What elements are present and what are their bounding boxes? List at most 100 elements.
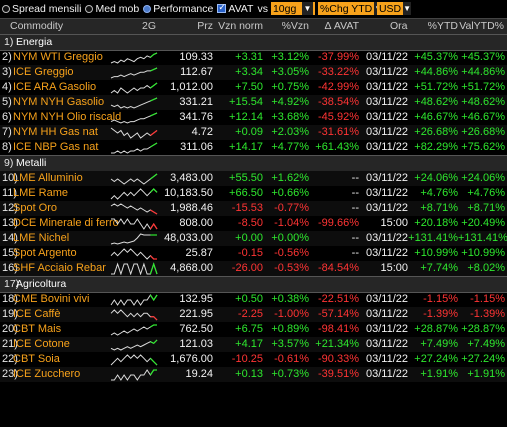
time: 15:00 <box>380 262 408 274</box>
sparkline-tail <box>150 97 158 102</box>
commodity-name[interactable]: ICE Cotone <box>13 338 70 350</box>
radio-icon[interactable] <box>2 4 10 13</box>
commodity-name[interactable]: SHF Acciaio Rebar <box>13 262 106 274</box>
sparkline-2g <box>110 82 158 94</box>
commodity-name[interactable]: NYM NYH Olio riscald <box>13 111 122 123</box>
table-row[interactable]: 13) DCE Minerale di ferro 808.00 -8.50 -1.04… <box>0 216 507 231</box>
value-ytd-percent: +45.37% <box>461 51 505 63</box>
net-change: +14.17 <box>229 141 263 153</box>
commodity-name[interactable]: ICE Zucchero <box>13 368 81 380</box>
value-ytd-percent: +48.62% <box>461 96 505 108</box>
sparkline-path <box>111 218 158 230</box>
commodity-name[interactable]: DCE Minerale di ferro <box>13 217 119 229</box>
table-row[interactable]: 11) LME Rame 10,183.50 +66.50 +0.66% -- 03/11/… <box>0 186 507 201</box>
table-row[interactable]: 12) Spot Oro 1,988.46 -15.53 -0.77% -- 03/11/2… <box>0 201 507 216</box>
commodity-name[interactable]: ICE Greggio <box>13 66 74 78</box>
sparkline-tail <box>149 222 158 230</box>
col-header-commodity[interactable]: Commodity <box>10 20 64 32</box>
radio-option-0[interactable]: Spread mensili <box>2 3 81 15</box>
table-row[interactable]: 7) NYM HH Gas nat 4.72 +0.09 +2.03% -31.61% 03… <box>0 125 507 140</box>
radio-icon[interactable] <box>143 4 152 13</box>
value-ytd-percent: +1.91% <box>467 368 505 380</box>
table-row[interactable]: 16) SHF Acciaio Rebar 4,868.00 -26.00 -0.53%… <box>0 261 507 276</box>
row-number: 4) <box>2 81 12 93</box>
period-dropdown[interactable]: 10gg ▼ <box>270 2 315 15</box>
row-number: 22) <box>2 353 18 365</box>
section-header[interactable]: 17)Agricoltura <box>0 276 507 293</box>
col-header-2g[interactable]: 2G <box>141 20 156 32</box>
table-row[interactable]: 3) ICE Greggio 112.67 +3.34 +3.05% -33.22% 03/… <box>0 65 507 80</box>
net-change: +7.50 <box>235 81 263 93</box>
col-header-pct-vzn[interactable]: %Vzn <box>281 20 309 32</box>
table-row[interactable]: 4) ICE ARA Gasolio 1,012.00 +7.50 +0.75% -42.… <box>0 80 507 95</box>
col-header-vzn-norm[interactable]: Vzn norm <box>218 20 263 32</box>
table-row[interactable]: 19) ICE Caffè 221.95 -2.25 -1.00% -57.14% 03/1… <box>0 307 507 322</box>
time: 03/11/22 <box>365 353 408 365</box>
radio-option-2[interactable]: Performance <box>143 3 213 15</box>
table-row[interactable]: 21) ICE Cotone 121.03 +4.17 +3.57% +21.34% 03/… <box>0 337 507 352</box>
col-header-prz[interactable]: Prz <box>197 20 213 32</box>
table-row[interactable]: 5) NYM NYH Gasolio 331.21 +15.54 +4.92% -38.5… <box>0 95 507 110</box>
commodity-name[interactable]: Spot Oro <box>13 202 58 214</box>
table-row[interactable]: 10) LME Alluminio 3,483.00 +55.50 +1.62% -- 03… <box>0 171 507 186</box>
time: 03/11/22 <box>365 66 408 78</box>
price: 132.95 <box>179 293 213 305</box>
percent-ytd: +7.74% <box>420 262 458 274</box>
commodity-name[interactable]: NYM NYH Gasolio <box>13 96 105 108</box>
sparkline-2g <box>110 309 158 321</box>
percent-change: +0.75% <box>271 81 309 93</box>
table-row[interactable]: 23) ICE Zucchero 19.24 +0.13 +0.73% -39.51% 03… <box>0 367 507 382</box>
commodity-name[interactable]: ICE ARA Gasolio <box>13 81 97 93</box>
section-header[interactable]: 9) Metalli <box>0 155 507 172</box>
row-number: 5) <box>2 96 12 108</box>
col-header-val-ytd[interactable]: ValYTD% <box>459 20 504 32</box>
table-row[interactable]: 2) NYM WTI Greggio 109.33 +3.31 +3.12% -37.99… <box>0 50 507 65</box>
commodity-name[interactable]: LME Rame <box>13 187 69 199</box>
percent-ytd: +26.68% <box>414 126 458 138</box>
commodity-name[interactable]: Spot Argento <box>13 247 77 259</box>
commodity-name[interactable]: NYM WTI Greggio <box>13 51 103 63</box>
value-ytd-percent: +24.06% <box>461 172 505 184</box>
checkbox-option-3[interactable]: AVAT <box>217 2 253 15</box>
percent-ytd: +8.71% <box>420 202 458 214</box>
chevron-down-icon[interactable]: ▼ <box>403 2 412 15</box>
delta-avat: -37.99% <box>318 51 359 63</box>
radio-icon[interactable] <box>85 4 94 13</box>
percent-change: +0.66% <box>271 187 309 199</box>
col-header-ora[interactable]: Ora <box>390 20 408 32</box>
checkbox-icon[interactable] <box>217 2 227 13</box>
chevron-down-icon[interactable]: ▼ <box>301 2 313 15</box>
currency-dropdown[interactable]: USD ▼ <box>376 2 412 15</box>
radio-option-1[interactable]: Med mob <box>85 3 139 15</box>
section-name: Agricoltura <box>16 278 67 290</box>
delta-avat: -90.33% <box>318 353 359 365</box>
table-row[interactable]: 20) CBT Mais 762.50 +6.75 +0.89% -98.41% 03/11… <box>0 322 507 337</box>
section-header[interactable]: 1) Energia <box>0 34 507 51</box>
commodity-name[interactable]: CME Bovini vivi <box>13 293 90 305</box>
sparkline-tail <box>149 369 157 376</box>
change-type-dropdown[interactable]: %Chg YTD ▼ <box>317 2 383 15</box>
table-row[interactable]: 18) CME Bovini vivi 132.95 +0.50 +0.38% -22.5… <box>0 292 507 307</box>
commodity-name[interactable]: ICE Caffè <box>13 308 61 320</box>
time: 03/11/22 <box>365 141 408 153</box>
commodity-name[interactable]: ICE NBP Gas nat <box>13 141 99 153</box>
col-header-delta-avat[interactable]: Δ AVAT <box>324 20 359 32</box>
value-ytd-percent: +7.49% <box>467 338 505 350</box>
percent-ytd: +7.49% <box>420 338 458 350</box>
delta-avat: -39.51% <box>318 368 359 380</box>
option-label: Med mob <box>95 2 140 15</box>
sparkline-path <box>110 324 157 336</box>
table-row[interactable]: 8) ICE NBP Gas nat 311.06 +14.17 +4.77% +61.4… <box>0 140 507 155</box>
table-row[interactable]: 6) NYM NYH Olio riscald 341.76 +12.14 +3.68%… <box>0 110 507 125</box>
table-row[interactable]: 15) Spot Argento 25.87 -0.15 -0.56% -- 03/11/2… <box>0 246 507 261</box>
commodity-name[interactable]: NYM HH Gas nat <box>13 126 98 138</box>
price: 331.21 <box>179 96 213 108</box>
commodity-name[interactable]: CBT Soia <box>13 353 60 365</box>
commodity-name[interactable]: LME Alluminio <box>13 172 83 184</box>
commodity-name[interactable]: CBT Mais <box>13 323 62 335</box>
table-row[interactable]: 22) CBT Soia 1,676.00 -10.25 -0.61% -90.33% 03… <box>0 352 507 367</box>
table-row[interactable]: 14) LME Nichel 48,033.00 +0.00 +0.00% -- 03/11… <box>0 231 507 246</box>
commodity-name[interactable]: LME Nichel <box>13 232 70 244</box>
col-header-pct-ytd[interactable]: %YTD <box>427 20 458 32</box>
sparkline-tail <box>150 67 158 72</box>
